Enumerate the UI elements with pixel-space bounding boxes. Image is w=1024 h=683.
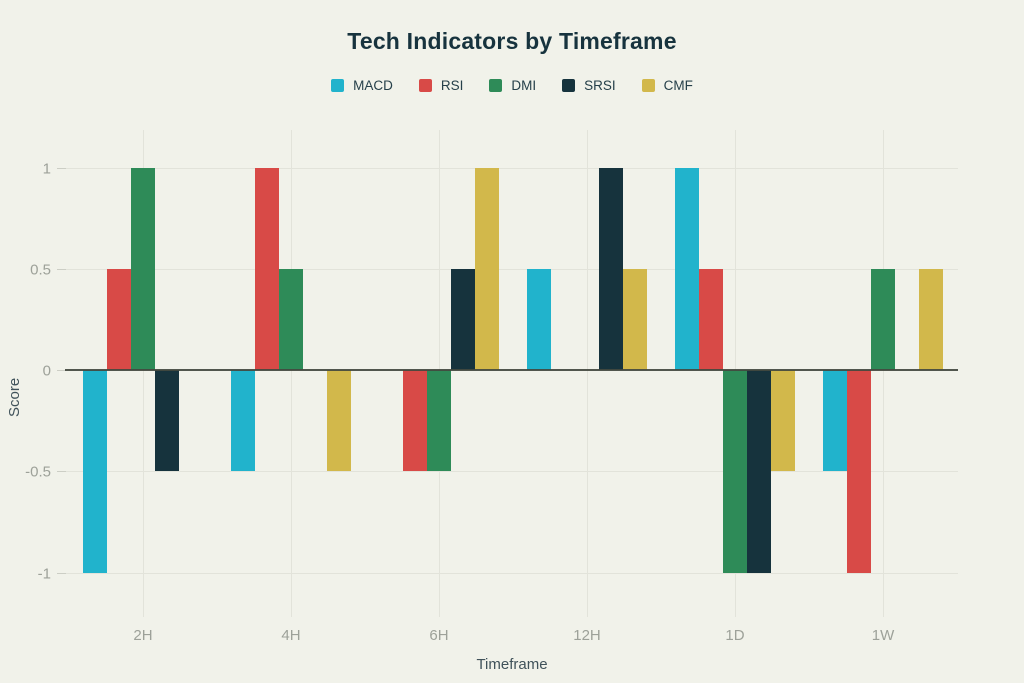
chart-title: Tech Indicators by Timeframe bbox=[347, 28, 677, 54]
x-tick-label: 6H bbox=[429, 627, 449, 644]
plot-area: 1 0.5 0 -0.5 -1 2H 4H 6H 12H 1D 1W bbox=[25, 130, 958, 644]
gridline-y bbox=[65, 471, 958, 473]
legend-item-rsi[interactable]: RSI bbox=[418, 78, 464, 93]
legend-label: MACD bbox=[353, 78, 393, 93]
gridline-x bbox=[883, 130, 884, 617]
gridline-y bbox=[65, 167, 958, 169]
gridline-x bbox=[143, 130, 144, 617]
x-tick-label: 12H bbox=[573, 627, 601, 644]
legend-swatch-macd bbox=[331, 79, 345, 92]
legend-item-macd[interactable]: MACD bbox=[331, 78, 393, 93]
zero-line bbox=[65, 369, 958, 371]
bar-rsi-2h bbox=[107, 268, 131, 370]
bar-srsi-12h bbox=[599, 167, 623, 370]
x-tick-label: 4H bbox=[281, 627, 301, 644]
legend-label: SRSI bbox=[584, 78, 616, 93]
legend-swatch-dmi bbox=[489, 79, 503, 92]
bar-srsi-1d bbox=[747, 370, 771, 573]
bar-dmi-1d bbox=[723, 370, 747, 573]
bar-rsi-1w bbox=[847, 370, 871, 573]
bar-macd-12h bbox=[527, 268, 551, 370]
y-tick-mark bbox=[57, 572, 66, 574]
bar-cmf-1w bbox=[919, 268, 943, 370]
bar-cmf-1d bbox=[771, 370, 795, 472]
y-tick-mark bbox=[57, 471, 66, 473]
gridline-x bbox=[291, 130, 292, 617]
gridline-x bbox=[587, 130, 588, 617]
legend-item-cmf[interactable]: CMF bbox=[641, 78, 693, 93]
x-axis-title: Timeframe bbox=[476, 656, 548, 673]
bar-dmi-4h bbox=[279, 268, 303, 370]
legend-label: RSI bbox=[440, 78, 464, 93]
legend-label: DMI bbox=[511, 78, 537, 93]
legend-swatch-cmf bbox=[641, 79, 655, 92]
y-axis-title: Score bbox=[6, 377, 23, 418]
bar-cmf-4h bbox=[327, 370, 351, 472]
legend-label: CMF bbox=[663, 78, 693, 93]
bar-macd-1w bbox=[823, 370, 847, 472]
bar-macd-1d bbox=[675, 167, 699, 370]
legend: MACD RSI DMI SRSI CMF bbox=[0, 78, 1024, 93]
bar-dmi-2h bbox=[131, 167, 155, 370]
y-tick-mark bbox=[57, 268, 66, 270]
legend-swatch-rsi bbox=[418, 79, 432, 92]
x-tick-label: 2H bbox=[133, 627, 153, 644]
y-tick-mark bbox=[57, 167, 66, 169]
x-tick-label: 1W bbox=[871, 627, 895, 644]
y-tick-label: -0.5 bbox=[25, 463, 51, 481]
bar-macd-4h bbox=[231, 370, 255, 472]
bar-srsi-6h bbox=[451, 268, 475, 370]
y-tick-label: 0.5 bbox=[30, 261, 51, 279]
bar-cmf-12h bbox=[623, 268, 647, 370]
bar-macd-2h bbox=[83, 370, 107, 573]
y-tick-label: 0 bbox=[42, 362, 51, 380]
bar-rsi-6h bbox=[403, 370, 427, 472]
gridline-y bbox=[65, 572, 958, 574]
legend-item-srsi[interactable]: SRSI bbox=[562, 78, 616, 93]
bar-srsi-2h bbox=[155, 370, 179, 472]
bar-dmi-1w bbox=[871, 268, 895, 370]
legend-swatch-srsi bbox=[562, 79, 576, 92]
y-tick-mark bbox=[57, 370, 66, 371]
bar-rsi-1d bbox=[699, 268, 723, 370]
x-tick-label: 1D bbox=[725, 627, 745, 644]
bar-cmf-6h bbox=[475, 167, 499, 370]
y-tick-label: 1 bbox=[42, 160, 51, 177]
bar-dmi-6h bbox=[427, 370, 451, 472]
y-tick-label: -1 bbox=[37, 565, 51, 582]
legend-item-dmi[interactable]: DMI bbox=[489, 78, 536, 93]
gridline-y bbox=[65, 268, 958, 270]
bar-rsi-4h bbox=[255, 167, 279, 370]
